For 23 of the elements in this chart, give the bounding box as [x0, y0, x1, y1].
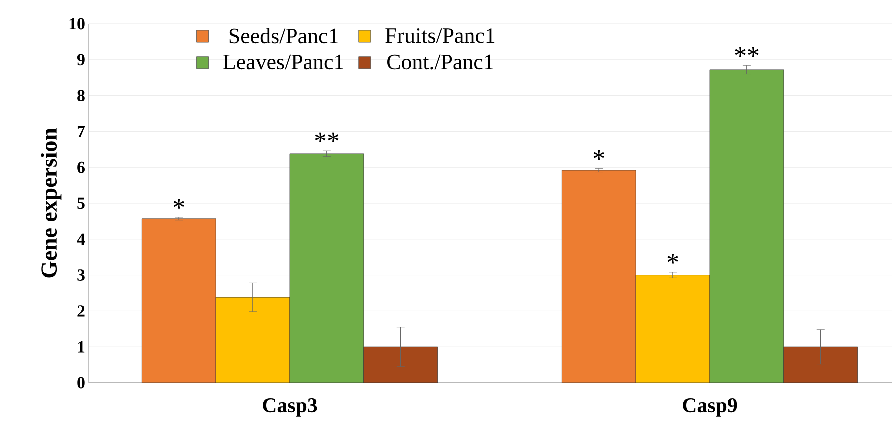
- y-tick-label: 3: [78, 270, 85, 281]
- data-label: **: [735, 47, 759, 57]
- y-tick-label: 0: [78, 377, 85, 389]
- y-tick-label: 8: [78, 90, 85, 102]
- data-label: *: [668, 254, 678, 264]
- legend-label: Cont./Panc1: [388, 54, 494, 70]
- legend-label: Seeds/Panc1: [230, 28, 338, 44]
- y-axis-title: Gene expersion: [40, 128, 62, 278]
- y-tick-label: 1: [78, 342, 85, 353]
- y-tick-label: 4: [77, 234, 86, 245]
- y-tick-label: 10: [70, 18, 85, 30]
- x-tick-label: Casp3: [263, 398, 318, 417]
- y-tick-label: 5: [78, 198, 85, 210]
- legend-label: Fruits/Panc1: [386, 28, 495, 44]
- y-tick-label: 9: [77, 54, 85, 66]
- x-tick-label: Casp9: [683, 398, 738, 417]
- y-tick-label: 6: [78, 162, 85, 174]
- y-tick-label: 7: [78, 126, 86, 138]
- data-label: *: [594, 150, 604, 160]
- data-label: *: [174, 199, 184, 209]
- y-tick-label: 2: [78, 306, 85, 317]
- legend-label: Leaves/Panc1: [224, 54, 344, 70]
- data-label: **: [315, 132, 339, 142]
